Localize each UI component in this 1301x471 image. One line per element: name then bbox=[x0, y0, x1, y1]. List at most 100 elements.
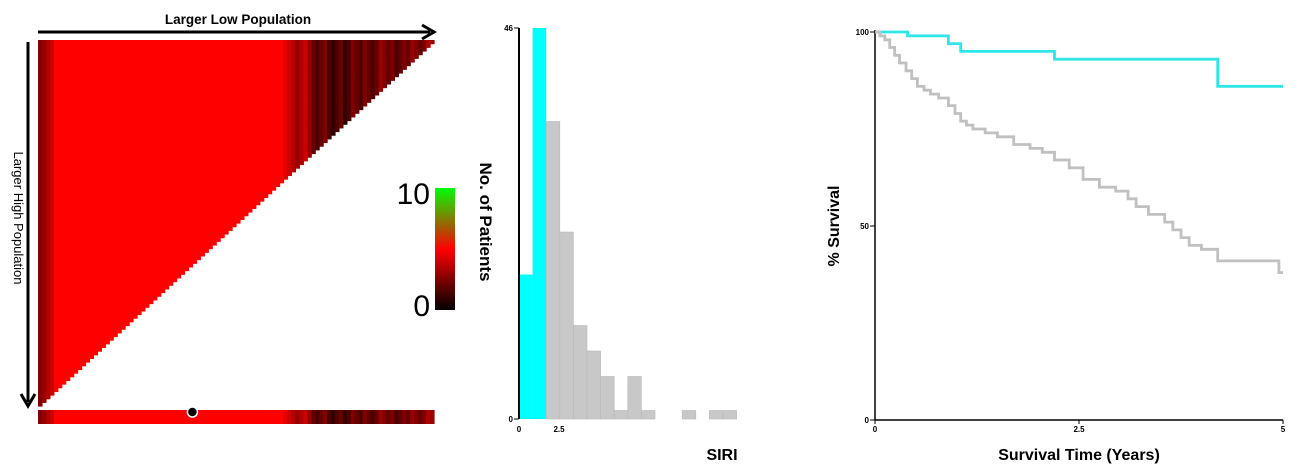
heatmap-cell bbox=[283, 124, 289, 129]
heatmap-cell bbox=[331, 76, 336, 81]
heatmap-cell bbox=[295, 80, 300, 85]
strip-cell bbox=[291, 410, 296, 424]
km-y-label: % Survival bbox=[826, 186, 843, 267]
heatmap-cell bbox=[402, 43, 407, 48]
heatmap-cell bbox=[45, 384, 51, 389]
heatmap-cell bbox=[338, 98, 344, 103]
heatmap-cell bbox=[374, 65, 380, 70]
heatmap-cell bbox=[53, 160, 285, 166]
heatmap-cell bbox=[346, 109, 352, 114]
heatmap-cell bbox=[311, 142, 316, 147]
heatmap-cell bbox=[49, 332, 55, 338]
heatmap-cell bbox=[49, 175, 55, 180]
heatmap-cell bbox=[410, 40, 415, 45]
heatmap-cell bbox=[38, 314, 43, 319]
heatmap-cell bbox=[331, 65, 336, 70]
heatmap-cell bbox=[38, 233, 43, 239]
heatmap-cell bbox=[406, 54, 411, 59]
heatmap-cell bbox=[38, 340, 43, 345]
strip-cell bbox=[45, 410, 51, 424]
strip-cell bbox=[160, 410, 166, 424]
heatmap-cell bbox=[378, 40, 384, 45]
heatmap-cell bbox=[362, 87, 368, 92]
heatmap-cell bbox=[53, 277, 178, 283]
heatmap-cell bbox=[342, 50, 348, 56]
heatmap-cell bbox=[299, 87, 304, 92]
heatmap-cell bbox=[303, 146, 308, 151]
heatmap-cell bbox=[38, 362, 43, 367]
heatmap-cell bbox=[319, 40, 324, 45]
heatmap-cell bbox=[45, 310, 51, 316]
heatmap-cell bbox=[386, 80, 392, 85]
heatmap-cell bbox=[41, 277, 47, 283]
heatmap-cell bbox=[402, 61, 407, 67]
heatmap-cell bbox=[53, 285, 170, 290]
heatmap-cell bbox=[327, 131, 332, 136]
heatmap-cell bbox=[45, 230, 51, 235]
heatmap-cell bbox=[41, 259, 47, 264]
heatmap-cell bbox=[53, 91, 285, 96]
heatmap-cell bbox=[38, 94, 43, 100]
heatmap-cell bbox=[418, 47, 423, 52]
heatmap-cell bbox=[315, 94, 320, 100]
heatmap-cell bbox=[354, 80, 360, 85]
heatmap-cell bbox=[45, 362, 51, 367]
heatmap-cell bbox=[49, 373, 55, 378]
heatmap-cell bbox=[53, 310, 142, 316]
strip-cell bbox=[176, 410, 182, 424]
heatmap-cell bbox=[38, 255, 43, 261]
heatmap-cell bbox=[41, 266, 47, 272]
heatmap-cell bbox=[362, 91, 368, 96]
heatmap-cell bbox=[53, 171, 285, 177]
heatmap-cell bbox=[323, 113, 328, 118]
heatmap-cell bbox=[303, 138, 308, 144]
km-y-tick-label: 50 bbox=[860, 222, 869, 231]
heatmap-cell bbox=[45, 142, 51, 147]
heatmap-cell bbox=[41, 105, 47, 111]
heatmap-cell bbox=[287, 87, 293, 92]
heatmap-cell bbox=[335, 43, 340, 48]
heatmap-cell bbox=[323, 76, 328, 81]
heatmap-cell bbox=[49, 285, 55, 290]
heatmap-cell bbox=[295, 58, 300, 63]
heatmap-cell bbox=[49, 76, 55, 81]
strip-cell bbox=[402, 410, 407, 424]
heatmap-cell bbox=[53, 332, 118, 338]
heatmap-cell bbox=[41, 237, 47, 242]
heatmap-cell bbox=[45, 190, 51, 195]
heatmap-cell bbox=[350, 105, 356, 111]
heatmap-cell bbox=[38, 223, 43, 228]
heatmap-cell bbox=[362, 72, 368, 78]
heatmap-cell bbox=[53, 179, 285, 184]
heatmap-cell bbox=[342, 76, 348, 81]
heatmap-cell bbox=[422, 40, 427, 45]
heatmap-cell bbox=[350, 109, 356, 114]
heatmap-cell bbox=[53, 362, 87, 367]
heatmap-cell bbox=[41, 186, 47, 191]
heatmap-cell bbox=[49, 230, 55, 235]
heatmap-cell bbox=[346, 76, 352, 81]
heatmap-cell bbox=[283, 127, 289, 133]
heatmap-cell bbox=[41, 153, 47, 158]
hist-x-ticks: 0 2.5 bbox=[517, 425, 565, 434]
heatmap-cell bbox=[335, 94, 340, 100]
heatmap-cell bbox=[41, 365, 47, 370]
heatmap-cell bbox=[53, 303, 150, 308]
strip-cell bbox=[204, 410, 209, 424]
heatmap-cell bbox=[49, 208, 55, 213]
heatmap-cell bbox=[319, 124, 324, 129]
heatmap-cell bbox=[49, 270, 55, 275]
strip-cell bbox=[311, 410, 316, 424]
heatmap-cell bbox=[53, 230, 229, 235]
heatmap-cell bbox=[49, 94, 55, 100]
heatmap-cell bbox=[323, 65, 328, 70]
heatmap-cell bbox=[41, 274, 47, 279]
heatmap-cell bbox=[430, 40, 435, 45]
heatmap-cell bbox=[53, 142, 285, 147]
heatmap-cell bbox=[283, 72, 289, 78]
heatmap-cell bbox=[45, 332, 51, 338]
heatmap-cell bbox=[331, 131, 336, 136]
heatmap-cell bbox=[331, 61, 336, 67]
heatmap-cell bbox=[303, 149, 308, 155]
heatmap-cell bbox=[331, 40, 336, 45]
